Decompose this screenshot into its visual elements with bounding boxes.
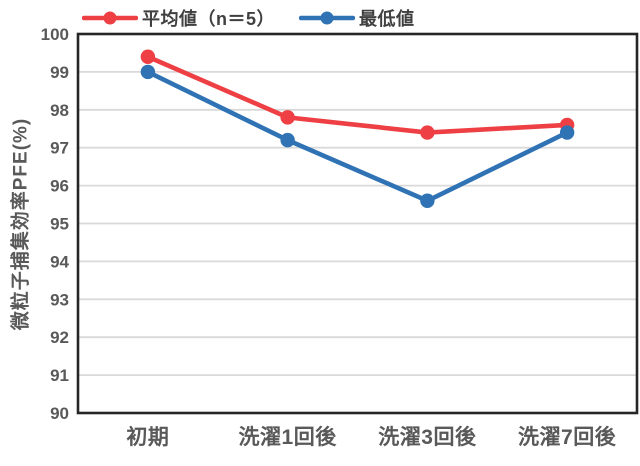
x-tick-label: 初期 [126, 425, 169, 449]
x-tick-label: 洗濯3回後 [378, 425, 477, 449]
legend-item-average: 平均値（n＝5） [82, 5, 275, 31]
y-tick-label: 90 [50, 404, 69, 423]
data-point [140, 49, 156, 64]
chart-legend: 平均値（n＝5） 最低値 [82, 4, 415, 32]
x-tick-label: 洗濯7回後 [518, 425, 617, 449]
legend-label-minimum: 最低値 [359, 9, 415, 29]
series-line-1 [145, 69, 570, 204]
data-point [559, 125, 575, 140]
y-tick-label: 96 [50, 177, 69, 196]
y-tick-label: 92 [50, 328, 69, 347]
y-tick-label: 93 [50, 290, 69, 309]
y-tick-label: 95 [50, 215, 69, 234]
data-point [140, 64, 156, 80]
y-tick-label: 97 [50, 139, 69, 158]
data-point [420, 193, 435, 208]
x-tick-label: 洗濯1回後 [239, 425, 338, 449]
data-point [420, 125, 435, 140]
legend-label-average: 平均値（n＝5） [142, 9, 276, 29]
y-tick-label: 98 [50, 101, 69, 120]
y-axis-title: 微粒子捕集効率PFE(%) [10, 117, 32, 331]
y-tick-label: 91 [50, 366, 69, 385]
legend-marker-average-icon [82, 11, 138, 25]
series-line-0 [145, 54, 570, 135]
data-point [280, 132, 295, 148]
plot-border [76, 32, 639, 415]
y-tick-label: 99 [50, 63, 69, 82]
data-point [280, 110, 295, 125]
legend-marker-minimum-icon [299, 11, 356, 25]
legend-item-minimum: 最低値 [299, 5, 415, 31]
y-tick-label: 100 [41, 25, 69, 44]
y-tick-label: 94 [50, 252, 69, 271]
